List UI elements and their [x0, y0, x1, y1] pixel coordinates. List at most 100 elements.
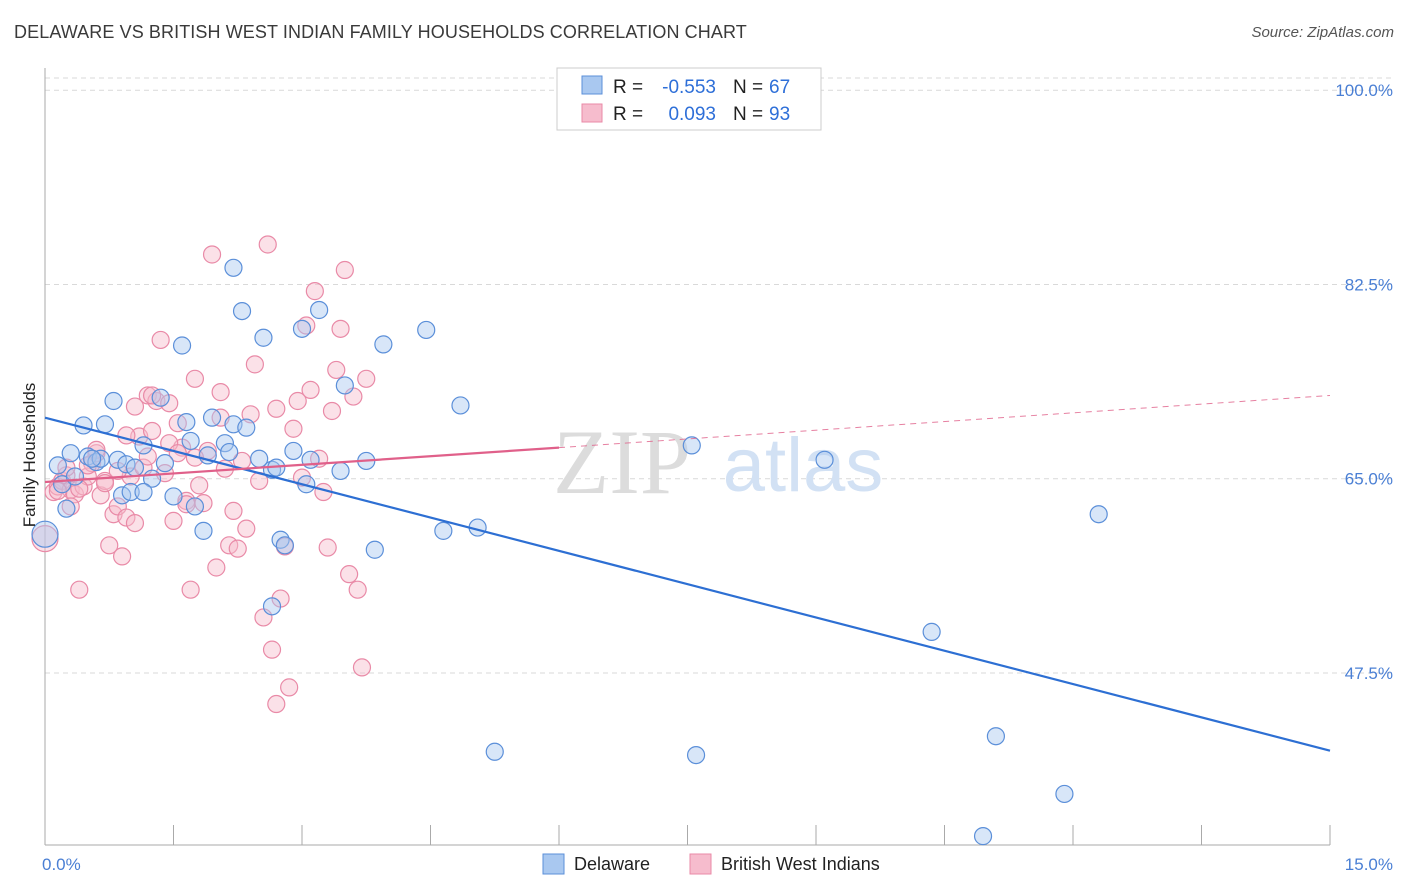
y-tick-label: 47.5% [1345, 664, 1393, 683]
delaware-point [215, 434, 234, 453]
tick-labels: 47.5% 65.0% 82.5% 100.0% 0.0% 15.0% [42, 81, 1393, 874]
delaware-point [973, 827, 993, 846]
bwi-point [322, 401, 342, 421]
bwi-point [262, 640, 282, 659]
delaware-point [374, 335, 393, 354]
bottom-legend-delaware: Delaware [574, 854, 650, 874]
delaware-point [172, 336, 192, 355]
delaware-point [262, 597, 282, 616]
delaware-point [275, 536, 294, 555]
delaware-point [155, 454, 175, 473]
bottom-legend-bwi: British West Indians [721, 854, 880, 874]
delaware-point [485, 742, 504, 761]
delaware-point [335, 376, 354, 395]
delaware-point [31, 520, 59, 548]
chart-title: DELAWARE VS BRITISH WEST INDIAN FAMILY H… [14, 22, 747, 42]
delaware-point [48, 456, 67, 475]
bwi-point [228, 539, 247, 558]
bwi-point [207, 558, 226, 577]
delaware-point [686, 745, 706, 765]
bwi-point [202, 245, 222, 264]
source-label: Source: ZipAtlas.com [1251, 24, 1394, 41]
watermark-zip: ZIP [553, 411, 691, 513]
delaware-point [310, 300, 329, 320]
delaware-point [232, 301, 252, 321]
delaware-point [185, 497, 205, 516]
legend-swatch-bwi [581, 103, 603, 123]
delaware-point [434, 521, 453, 540]
bwi-point [331, 319, 350, 338]
bwi-point [224, 501, 243, 520]
delaware-point [164, 487, 183, 506]
delaware-point [284, 441, 303, 461]
bwi-point [267, 399, 286, 418]
delaware-point [95, 415, 115, 434]
bwi-point [305, 282, 324, 301]
bwi-point [237, 519, 256, 538]
delaware-point [815, 450, 834, 469]
delaware-point [125, 458, 145, 477]
delaware-point [61, 444, 80, 463]
bwi-point [288, 391, 307, 411]
bwi-point [125, 513, 145, 533]
delaware-point [254, 328, 273, 347]
bwi-point [258, 235, 277, 254]
bwi-point [190, 476, 209, 495]
bwi-point [70, 580, 89, 599]
bwi-point [284, 419, 303, 438]
legend-n-label-1: N = [733, 77, 763, 98]
delaware-point [220, 442, 239, 462]
bwi-point [125, 397, 145, 416]
bwi-point [181, 580, 200, 599]
bwi-point [357, 369, 376, 388]
delaware-point [177, 412, 196, 432]
delaware-point [365, 540, 384, 559]
delaware-point [224, 258, 243, 277]
y-tick-label: 65.0% [1345, 470, 1393, 489]
delaware-point [194, 521, 213, 540]
bwi-point [211, 383, 230, 402]
bwi-point [112, 547, 132, 566]
x-tick-label: 15.0% [1345, 855, 1393, 874]
delaware-point [1089, 505, 1108, 524]
delaware-point [922, 622, 941, 641]
legend-r-value-1: -0.553 [662, 77, 716, 98]
delaware-point [331, 461, 350, 481]
x-tick-label: 0.0% [42, 855, 81, 874]
bwi-point [280, 678, 299, 697]
bwi-trend-line [44, 446, 560, 484]
bwi-point [100, 536, 119, 555]
bwi-point [164, 511, 183, 530]
delaware-point [151, 388, 170, 407]
bwi-point [340, 565, 359, 584]
data-points [31, 235, 1108, 846]
bwi-point [151, 330, 170, 350]
bwi-point [245, 355, 264, 374]
bwi-point [301, 380, 320, 399]
delaware-point [108, 450, 127, 469]
bottom-legend-swatch-bwi [689, 853, 712, 875]
bottom-legend-swatch-delaware [542, 853, 565, 875]
delaware-point [134, 482, 153, 502]
y-axis-label: Family Households [20, 383, 39, 528]
legend-n-value-2: 93 [769, 104, 790, 125]
legend-r-label-2: R = [613, 104, 643, 125]
bwi-point [185, 369, 205, 388]
delaware-point [292, 319, 312, 338]
legend-box: R = -0.553 N = 67 R = 0.093 N = 93 [556, 67, 822, 131]
delaware-point [301, 450, 320, 469]
bwi-point [138, 447, 157, 466]
delaware-point [83, 449, 102, 468]
bwi-point [348, 580, 367, 599]
legend-r-value-2: 0.093 [668, 104, 716, 125]
grid [45, 77, 1393, 674]
y-tick-label: 82.5% [1345, 275, 1393, 294]
delaware-point [57, 499, 76, 518]
delaware-point [1055, 784, 1074, 804]
delaware-point [181, 431, 200, 451]
bwi-point [267, 694, 286, 714]
delaware-point [202, 408, 222, 427]
bwi-point [327, 360, 346, 380]
trend-lines [44, 394, 1331, 752]
